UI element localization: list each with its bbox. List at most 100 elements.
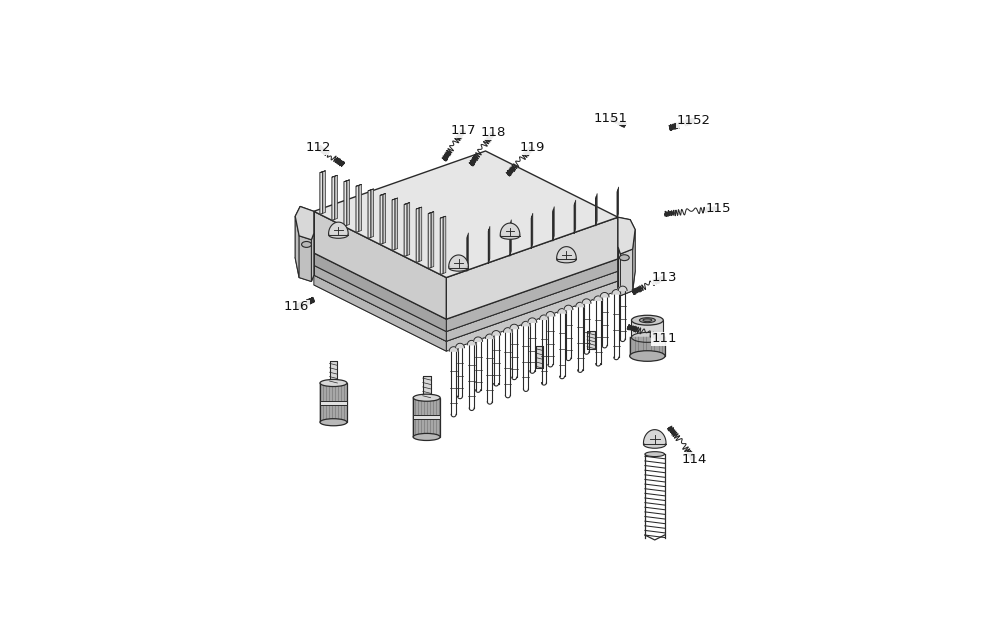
Polygon shape	[314, 265, 446, 341]
Polygon shape	[643, 429, 666, 445]
Ellipse shape	[329, 231, 348, 238]
Polygon shape	[630, 220, 635, 271]
Ellipse shape	[631, 333, 663, 342]
Polygon shape	[564, 305, 573, 310]
Polygon shape	[295, 248, 314, 282]
Polygon shape	[359, 184, 362, 231]
Polygon shape	[492, 331, 501, 335]
Polygon shape	[416, 208, 419, 262]
Text: 1152: 1152	[677, 114, 711, 127]
Polygon shape	[618, 217, 635, 254]
Polygon shape	[419, 207, 422, 262]
Polygon shape	[449, 255, 468, 268]
Ellipse shape	[619, 255, 629, 261]
Polygon shape	[500, 223, 520, 236]
Polygon shape	[413, 397, 440, 437]
Polygon shape	[431, 211, 434, 268]
Polygon shape	[618, 217, 630, 261]
Polygon shape	[474, 337, 483, 341]
Polygon shape	[295, 206, 300, 258]
Polygon shape	[456, 343, 464, 348]
Text: 113: 113	[652, 271, 677, 284]
Polygon shape	[380, 194, 386, 196]
Polygon shape	[299, 236, 311, 282]
Polygon shape	[446, 271, 618, 341]
Polygon shape	[314, 225, 618, 351]
Ellipse shape	[639, 318, 655, 323]
Polygon shape	[300, 206, 314, 253]
Polygon shape	[594, 296, 603, 300]
Polygon shape	[467, 340, 476, 345]
Polygon shape	[404, 203, 407, 257]
Polygon shape	[618, 247, 620, 296]
Text: 112: 112	[306, 141, 332, 154]
Polygon shape	[314, 215, 618, 341]
Polygon shape	[392, 198, 398, 200]
Ellipse shape	[302, 241, 311, 247]
Text: 117: 117	[451, 124, 476, 137]
Polygon shape	[428, 213, 431, 269]
Polygon shape	[540, 315, 548, 319]
Polygon shape	[612, 290, 621, 294]
Polygon shape	[620, 249, 633, 296]
Polygon shape	[368, 189, 374, 191]
Polygon shape	[323, 171, 325, 213]
Polygon shape	[522, 321, 530, 326]
Polygon shape	[347, 180, 350, 225]
Polygon shape	[407, 203, 410, 255]
Text: 1151: 1151	[594, 111, 628, 125]
Text: 118: 118	[480, 126, 506, 140]
Polygon shape	[320, 383, 347, 422]
Ellipse shape	[645, 452, 665, 457]
Polygon shape	[528, 318, 537, 322]
Polygon shape	[311, 233, 314, 282]
Polygon shape	[510, 324, 519, 329]
Polygon shape	[558, 308, 566, 313]
Polygon shape	[332, 175, 337, 177]
Polygon shape	[314, 205, 618, 331]
Text: 115: 115	[706, 203, 731, 215]
Polygon shape	[344, 181, 347, 226]
Polygon shape	[320, 171, 325, 173]
Polygon shape	[320, 401, 347, 404]
Ellipse shape	[631, 315, 663, 325]
Polygon shape	[557, 247, 576, 259]
Polygon shape	[356, 184, 362, 186]
Polygon shape	[383, 194, 386, 243]
Polygon shape	[314, 253, 446, 331]
Ellipse shape	[630, 351, 665, 361]
Polygon shape	[630, 338, 665, 356]
Polygon shape	[582, 299, 591, 303]
Polygon shape	[413, 415, 440, 419]
Ellipse shape	[500, 233, 520, 240]
Polygon shape	[314, 211, 446, 319]
Polygon shape	[423, 376, 431, 397]
Polygon shape	[631, 320, 663, 338]
Polygon shape	[446, 281, 618, 351]
Polygon shape	[633, 229, 635, 290]
Polygon shape	[428, 211, 434, 213]
Polygon shape	[446, 259, 618, 331]
Polygon shape	[503, 327, 512, 332]
Polygon shape	[404, 203, 410, 204]
Polygon shape	[536, 346, 543, 368]
Polygon shape	[618, 286, 627, 290]
Ellipse shape	[320, 380, 347, 387]
Ellipse shape	[320, 419, 347, 426]
Polygon shape	[600, 292, 609, 297]
Text: 114: 114	[681, 452, 707, 466]
Polygon shape	[295, 206, 314, 240]
Polygon shape	[314, 151, 618, 278]
Polygon shape	[344, 180, 350, 182]
Polygon shape	[329, 222, 348, 235]
Ellipse shape	[413, 394, 440, 401]
Polygon shape	[440, 217, 443, 275]
Polygon shape	[392, 199, 395, 250]
Polygon shape	[485, 334, 494, 338]
Polygon shape	[320, 171, 323, 214]
Ellipse shape	[643, 440, 666, 448]
Polygon shape	[332, 176, 335, 220]
Polygon shape	[416, 207, 422, 209]
Text: 119: 119	[519, 141, 545, 154]
Polygon shape	[371, 189, 374, 238]
